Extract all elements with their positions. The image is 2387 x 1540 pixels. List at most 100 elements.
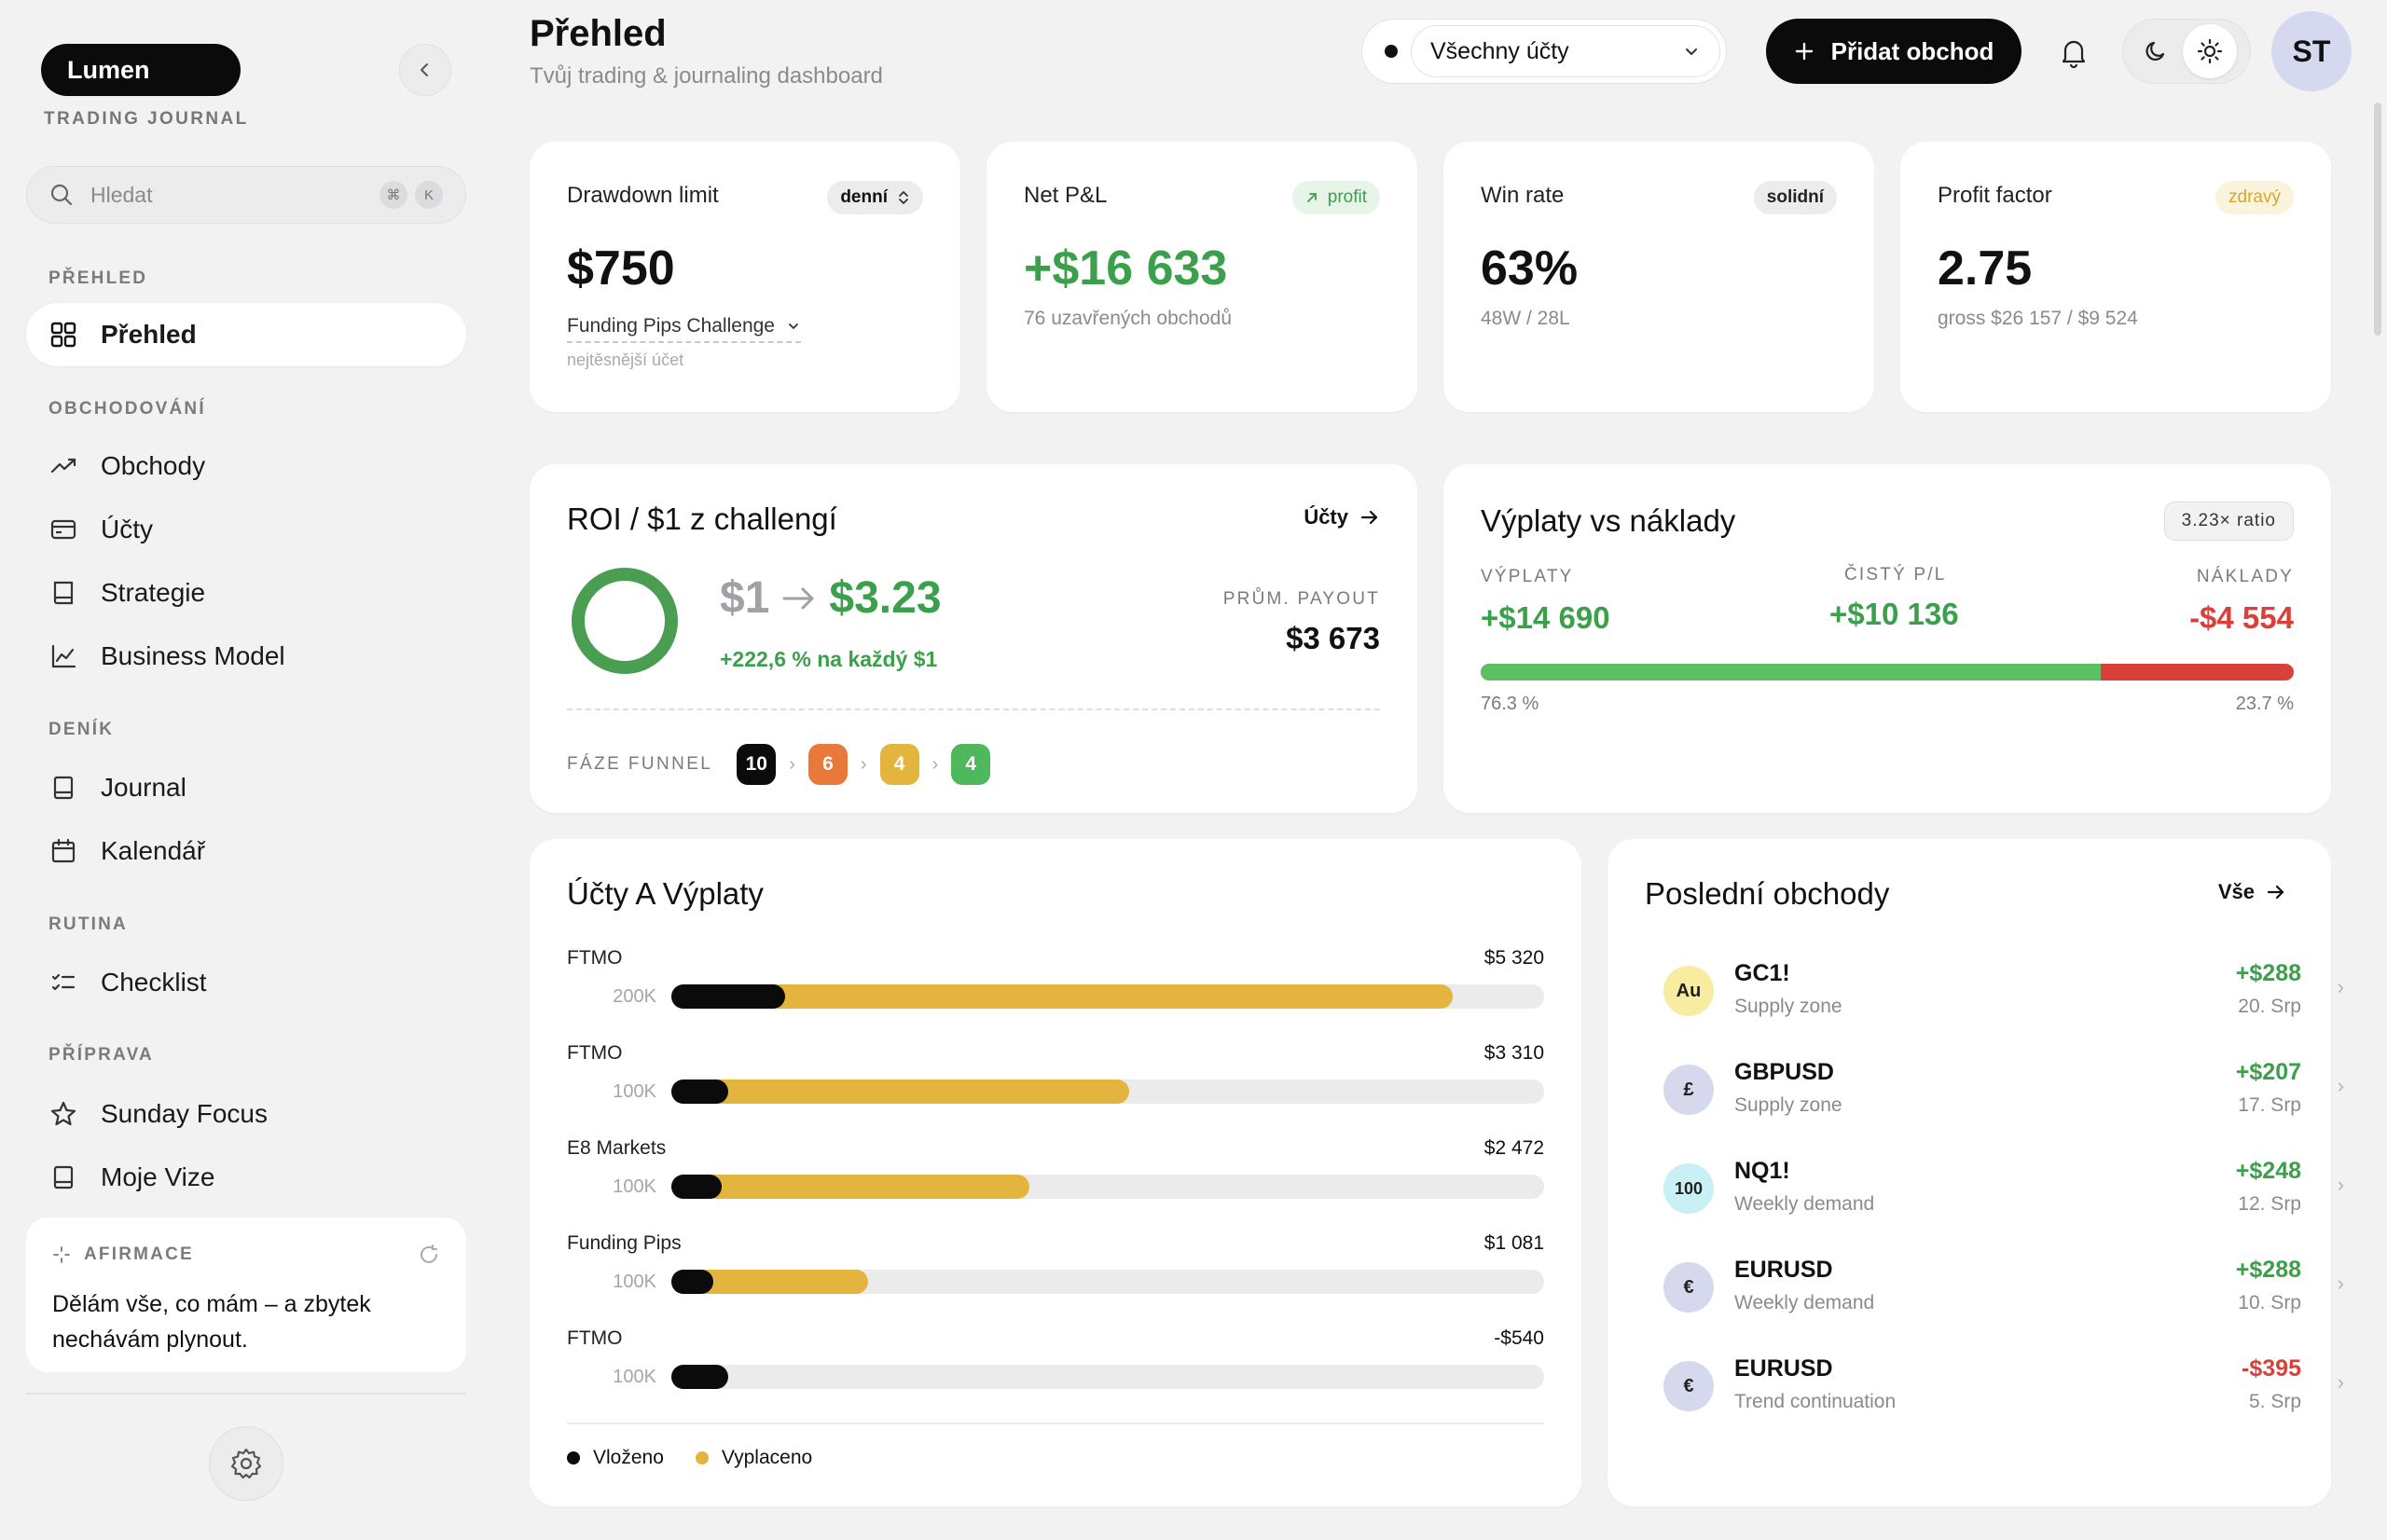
- search-input[interactable]: Hledat ⌘ K: [26, 166, 466, 224]
- add-trade-label: Přidat obchod: [1830, 36, 1994, 65]
- bell-icon: [2062, 40, 2086, 68]
- stat-note: nejtěsnější účet: [567, 351, 684, 369]
- settings-button[interactable]: [209, 1426, 283, 1501]
- chevron-right-icon: ›: [860, 753, 867, 775]
- funnel-label: FÁZE FUNNEL: [567, 754, 713, 774]
- costs-value: -$4 554: [2189, 600, 2294, 635]
- account-status-dot: [1385, 45, 1398, 58]
- roi-from: $1: [720, 573, 770, 623]
- notebook-icon: [48, 1162, 78, 1192]
- affirmation-card: AFIRMACE Dělám vše, co mám – a zbytek ne…: [26, 1217, 466, 1372]
- trade-row[interactable]: £ GBPUSD Supply zone +$207 17. Srp ›: [1645, 1040, 2344, 1139]
- notifications-button[interactable]: [2048, 26, 2100, 78]
- roi-to: $3.23: [829, 573, 942, 623]
- trade-row[interactable]: € EURUSD Weekly demand +$288 10. Srp ›: [1645, 1238, 2344, 1337]
- trade-pnl: +$207: [2235, 1059, 2301, 1085]
- profit-factor-card: Profit factor zdravý 2.75 gross $26 157 …: [1900, 142, 2331, 412]
- sidebar-divider: [26, 1393, 466, 1395]
- trade-date: 10. Srp: [2238, 1292, 2301, 1313]
- status-badge: zdravý: [2215, 181, 2294, 214]
- trade-setup: Supply zone: [1734, 996, 1842, 1017]
- status-badge-label: profit: [1327, 187, 1367, 207]
- sidebar-item-sunday-focus[interactable]: Sunday Focus: [26, 1082, 466, 1146]
- account-size: 100K: [613, 1081, 656, 1102]
- sidebar-item-strategie[interactable]: Strategie: [26, 561, 466, 625]
- trade-row[interactable]: Au GC1! Supply zone +$288 20. Srp ›: [1645, 942, 2344, 1040]
- account-select-value: Všechny účty: [1430, 37, 1569, 64]
- account-payout-amount: $3 310: [1483, 1042, 1544, 1064]
- drawdown-account-select[interactable]: Funding Pips Challenge: [567, 315, 801, 343]
- light-mode-option[interactable]: [2183, 24, 2237, 78]
- net-pl-label: ČISTÝ P/L: [1844, 565, 1947, 584]
- all-trades-link[interactable]: Vše: [2218, 880, 2286, 904]
- nav-section-title: RUTINA: [48, 914, 128, 934]
- account-size: 100K: [613, 1272, 656, 1292]
- account-name: FTMO: [567, 947, 623, 969]
- trade-row[interactable]: 100 NQ1! Weekly demand +$248 12. Srp ›: [1645, 1139, 2344, 1238]
- status-badge: solidní: [1753, 181, 1837, 214]
- account-select[interactable]: Všechny účty: [1411, 25, 1720, 77]
- sidebar-item-kalendar[interactable]: Kalendář: [26, 819, 466, 883]
- trade-setup: Weekly demand: [1734, 1292, 1875, 1313]
- account-bar-track: [671, 1365, 1544, 1389]
- accounts-link[interactable]: Účty: [1304, 505, 1380, 529]
- accounts-payouts-card: Účty A Výplaty FTMO $5 320 200K FTMO $3 310 1…: [530, 839, 1581, 1506]
- payouts-value: +$14 690: [1481, 600, 1610, 635]
- sidebar-item-business-model[interactable]: Business Model: [26, 625, 466, 688]
- win-rate-card: Win rate solidní 63% 48W / 28L: [1443, 142, 1874, 412]
- trade-date: 17. Srp: [2238, 1094, 2301, 1116]
- costs-pct: 23.7 %: [2235, 694, 2294, 714]
- stat-value: 63%: [1481, 241, 1579, 296]
- collapse-sidebar-button[interactable]: [399, 44, 451, 96]
- page-scrollbar[interactable]: [2374, 103, 2381, 336]
- roi-ring: [572, 568, 678, 674]
- trade-pnl: +$248: [2235, 1158, 2301, 1184]
- deposit-bar: [671, 1365, 728, 1389]
- chevron-right-icon: ›: [2337, 1370, 2344, 1394]
- avg-payout-label: PRŮM. PAYOUT: [1222, 589, 1380, 609]
- theme-toggle[interactable]: [2122, 19, 2251, 84]
- account-name: FTMO: [567, 1042, 623, 1064]
- sidebar-item-moje-vize[interactable]: Moje Vize: [26, 1146, 466, 1209]
- sidebar-item-label: Business Model: [101, 641, 285, 670]
- accounts-bar-list: FTMO $5 320 200K FTMO $3 310 100K E8 Markets $2…: [530, 839, 1581, 1506]
- legend-label-payout: Vyplaceno: [721, 1447, 813, 1468]
- add-trade-button[interactable]: Přidat obchod: [1766, 19, 2021, 84]
- trade-symbol: GBPUSD: [1734, 1059, 1834, 1085]
- affirmation-text: Dělám vše, co mám – a zbytek nechávám pl…: [52, 1291, 371, 1353]
- chevron-right-icon: ›: [2337, 1272, 2344, 1295]
- period-select[interactable]: denní: [827, 181, 923, 214]
- account-name: Funding Pips: [567, 1232, 682, 1254]
- refresh-icon[interactable]: [418, 1244, 440, 1266]
- symbol-badge: 100: [1663, 1163, 1714, 1214]
- chart-icon: [48, 641, 78, 671]
- sidebar-item-ucty[interactable]: Účty: [26, 498, 466, 561]
- stat-value: 2.75: [1938, 241, 2033, 296]
- user-avatar[interactable]: ST: [2271, 11, 2352, 91]
- stat-value: +$16 633: [1024, 241, 1228, 296]
- trade-symbol: NQ1!: [1734, 1158, 1790, 1184]
- trade-row[interactable]: € EURUSD Trend continuation -$395 5. Srp…: [1645, 1337, 2344, 1436]
- link-label: Účty: [1304, 505, 1348, 529]
- sidebar-item-journal[interactable]: Journal: [26, 756, 466, 819]
- account-name: E8 Markets: [567, 1137, 667, 1159]
- trend-icon: [48, 451, 78, 481]
- checklist-icon: [48, 968, 78, 997]
- sidebar-item-obchody[interactable]: Obchody: [26, 434, 466, 498]
- payout-bar: [671, 1175, 1029, 1199]
- app-logo[interactable]: Lumen: [41, 44, 241, 96]
- trade-symbol: GC1!: [1734, 960, 1790, 986]
- sidebar-item-prehled[interactable]: Přehled: [26, 303, 466, 366]
- account-payout-amount: $1 081: [1483, 1232, 1544, 1254]
- sidebar-item-label: Moje Vize: [101, 1162, 215, 1191]
- roi-multiplier: $1 $3.23: [720, 572, 942, 624]
- chevron-down-icon: [1686, 48, 1697, 55]
- account-bar-track: [671, 1175, 1544, 1199]
- sidebar-item-checklist[interactable]: Checklist: [26, 951, 466, 1014]
- dark-mode-option[interactable]: [2129, 24, 2183, 78]
- wallet-icon: [48, 515, 78, 544]
- chevron-updown-icon: [899, 191, 908, 204]
- card-title: Výplaty vs náklady: [1481, 503, 1736, 538]
- trade-setup: Supply zone: [1734, 1094, 1842, 1116]
- account-name: FTMO: [567, 1327, 623, 1349]
